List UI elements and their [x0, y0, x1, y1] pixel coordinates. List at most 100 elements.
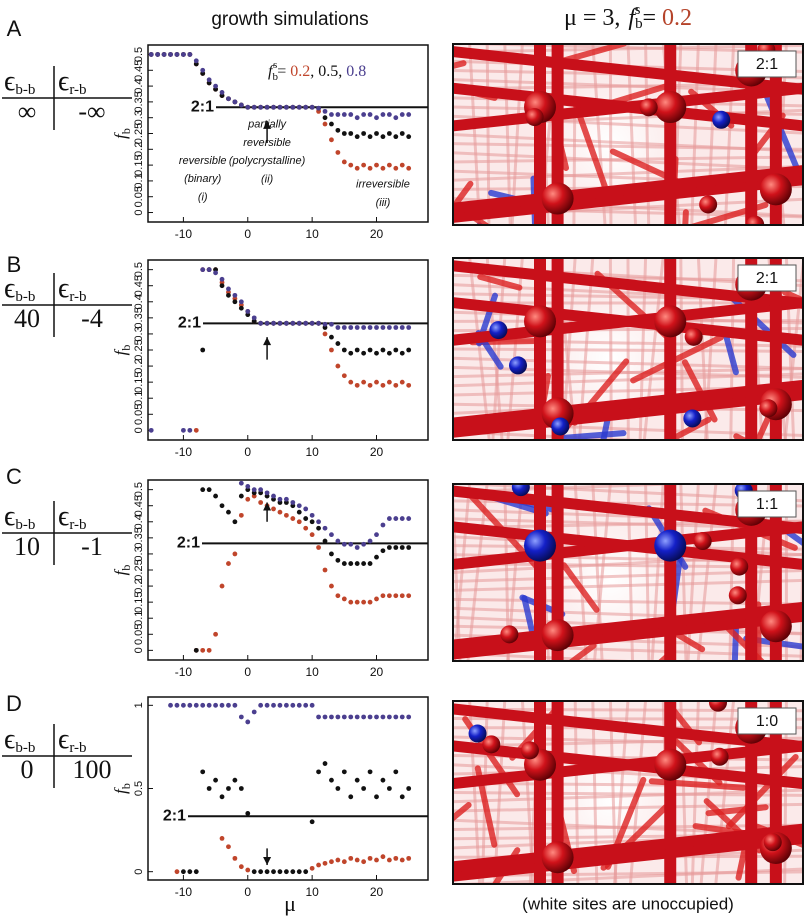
point [335, 593, 341, 599]
param-value: 0 [21, 755, 34, 784]
point [232, 99, 238, 105]
point [271, 320, 276, 326]
point [290, 702, 296, 708]
point [193, 58, 199, 64]
point [322, 567, 328, 573]
point [406, 382, 412, 388]
point [161, 52, 167, 57]
point [303, 320, 309, 326]
point [329, 551, 334, 557]
lattice-faint [452, 461, 804, 474]
point [226, 292, 231, 298]
atom-small [482, 735, 501, 754]
point [380, 593, 386, 599]
point [271, 506, 276, 512]
point [348, 794, 354, 800]
point [316, 545, 321, 550]
point [335, 112, 341, 117]
point [380, 112, 386, 117]
point [316, 519, 321, 525]
y-tick-label: 0.05 [133, 186, 145, 207]
y-tick-label: 0.45 [133, 60, 145, 81]
header-symbol: f [628, 5, 638, 31]
x-tick-label: 0 [244, 445, 251, 459]
point [187, 52, 193, 57]
point [251, 709, 257, 715]
point [393, 593, 399, 599]
atom-small [509, 356, 528, 375]
y-tick-label: 0 [133, 869, 145, 875]
point [322, 108, 328, 114]
legend: fbs= 0.2, 0.5, 0.8 [268, 59, 366, 83]
param-symbol: ϵ [58, 273, 69, 304]
point [187, 427, 193, 433]
x-tick-label: -10 [175, 445, 193, 459]
y-tick-label: 0.3 [133, 546, 145, 561]
point [238, 480, 244, 486]
param-label: ϵb-b [4, 273, 35, 305]
lattice-faint [452, 679, 804, 691]
point [148, 427, 154, 433]
point [232, 299, 238, 305]
point [251, 104, 257, 110]
param-symbol: ϵ [4, 66, 15, 97]
image-label-box [737, 490, 797, 518]
point [335, 325, 341, 330]
point [219, 702, 225, 708]
point [348, 162, 354, 168]
point [309, 702, 315, 708]
point [361, 561, 367, 566]
point [329, 334, 334, 340]
point [399, 516, 405, 521]
y-label-symbol: f [111, 787, 130, 794]
point [335, 714, 341, 720]
ref-label: 2:1 [177, 535, 200, 552]
point [341, 769, 347, 775]
atom [541, 841, 574, 874]
bond [452, 164, 804, 214]
bond-mid [781, 289, 804, 305]
point [290, 869, 296, 875]
point [329, 347, 334, 353]
point [399, 545, 405, 550]
point [399, 593, 405, 599]
point [283, 702, 289, 708]
atom-small [710, 747, 729, 766]
point [303, 525, 309, 531]
render-image [452, 679, 804, 885]
point [296, 869, 302, 875]
point [238, 786, 244, 791]
point [309, 519, 315, 525]
legend-sign: = [277, 63, 286, 80]
y-tick-label: 0.1 [133, 173, 145, 188]
point [399, 714, 405, 720]
point [219, 283, 225, 289]
y-label-sub: b [119, 128, 133, 134]
point [251, 315, 257, 321]
point [386, 714, 392, 720]
lattice-faint [431, 257, 434, 441]
atom [654, 529, 687, 562]
point [290, 320, 296, 326]
point [393, 769, 399, 775]
point [213, 270, 218, 276]
point [348, 131, 354, 136]
point [322, 321, 328, 327]
y-tick-label: 0.5 [133, 781, 145, 796]
point [277, 702, 283, 708]
point [168, 52, 173, 57]
bond-mid [452, 60, 467, 70]
point [200, 487, 206, 493]
point [303, 506, 309, 512]
header-sub: b [635, 16, 643, 32]
point [335, 557, 341, 563]
atom-small [759, 399, 778, 418]
lattice-faint [452, 450, 804, 460]
atom-small [709, 700, 728, 712]
legend-entry: 0.2 [290, 63, 310, 80]
y-tick-label: 0.2 [133, 358, 145, 373]
point [245, 104, 251, 110]
point [367, 112, 373, 117]
